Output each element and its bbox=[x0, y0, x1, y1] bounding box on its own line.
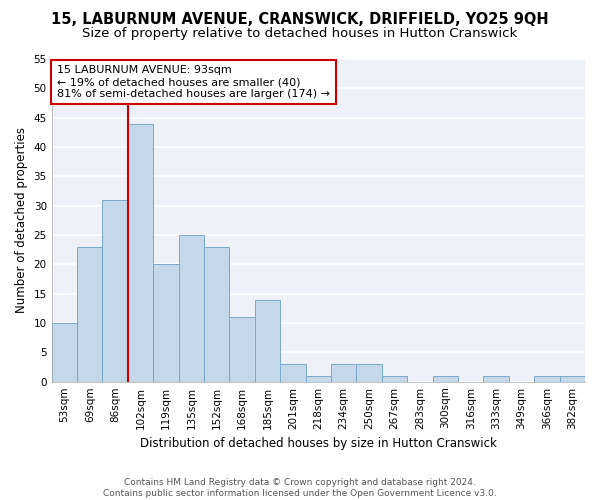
Bar bbox=[103, 200, 128, 382]
Bar bbox=[229, 317, 255, 382]
Bar bbox=[204, 246, 229, 382]
Bar bbox=[77, 246, 103, 382]
Bar bbox=[356, 364, 382, 382]
Bar bbox=[484, 376, 509, 382]
Bar bbox=[255, 300, 280, 382]
Bar bbox=[534, 376, 560, 382]
Bar bbox=[52, 323, 77, 382]
Text: 15 LABURNUM AVENUE: 93sqm
← 19% of detached houses are smaller (40)
81% of semi-: 15 LABURNUM AVENUE: 93sqm ← 19% of detac… bbox=[57, 66, 330, 98]
Bar bbox=[433, 376, 458, 382]
Text: 15, LABURNUM AVENUE, CRANSWICK, DRIFFIELD, YO25 9QH: 15, LABURNUM AVENUE, CRANSWICK, DRIFFIEL… bbox=[51, 12, 549, 28]
Bar bbox=[331, 364, 356, 382]
Bar bbox=[179, 235, 204, 382]
Text: Size of property relative to detached houses in Hutton Cranswick: Size of property relative to detached ho… bbox=[82, 28, 518, 40]
Bar bbox=[128, 124, 153, 382]
X-axis label: Distribution of detached houses by size in Hutton Cranswick: Distribution of detached houses by size … bbox=[140, 437, 497, 450]
Y-axis label: Number of detached properties: Number of detached properties bbox=[15, 128, 28, 314]
Bar bbox=[305, 376, 331, 382]
Bar bbox=[280, 364, 305, 382]
Bar bbox=[153, 264, 179, 382]
Bar bbox=[560, 376, 585, 382]
Bar bbox=[382, 376, 407, 382]
Text: Contains HM Land Registry data © Crown copyright and database right 2024.
Contai: Contains HM Land Registry data © Crown c… bbox=[103, 478, 497, 498]
